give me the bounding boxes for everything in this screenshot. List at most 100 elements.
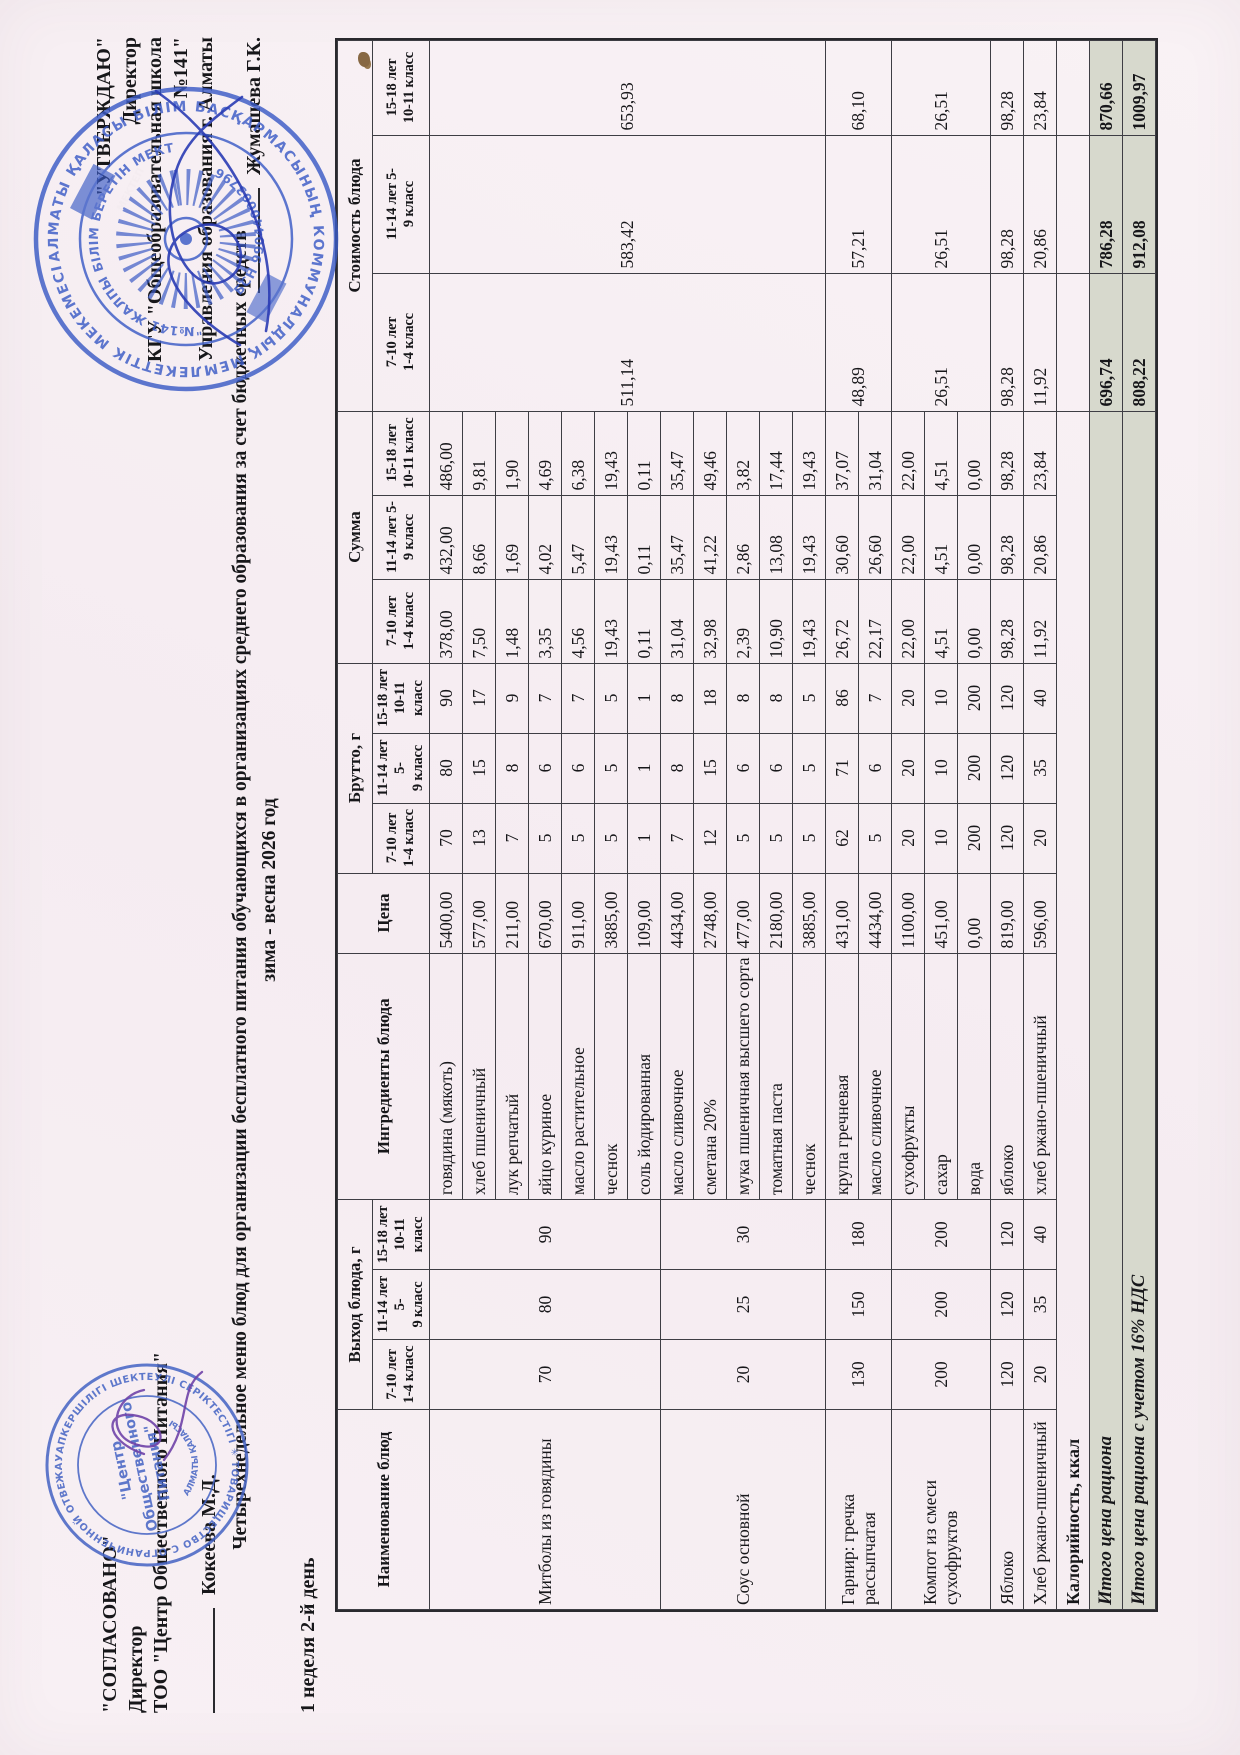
price-cell: 109,00 (627, 873, 661, 954)
summa-cell: 23,84 (1023, 411, 1057, 496)
vyhod-cell: 120 (990, 1199, 1024, 1270)
vyhod-cell: 35 (1023, 1269, 1057, 1340)
brutto-cell: 70 (429, 803, 463, 874)
ingredient-cell: яйцо куриное (528, 953, 562, 1200)
cost-cell: 11,92 (1023, 273, 1057, 412)
paper-speck (358, 52, 370, 67)
summa-cell: 378,00 (429, 579, 463, 664)
price-cell: 2748,00 (693, 873, 727, 954)
brutto-cell: 10 (924, 733, 958, 804)
summa-cell: 13,08 (759, 495, 793, 580)
summa-cell: 2,39 (726, 579, 760, 664)
brutto-cell: 7 (660, 803, 694, 874)
footer-value-cell (1056, 40, 1090, 136)
vyhod-cell: 120 (990, 1269, 1024, 1340)
cost-cell: 26,51 (891, 40, 991, 136)
summa-cell: 6,38 (561, 411, 595, 496)
summa-cell: 10,90 (759, 579, 793, 664)
vyhod-cell: 200 (891, 1269, 991, 1340)
brutto-cell: 120 (990, 803, 1024, 874)
cost-cell: 26,51 (891, 135, 991, 274)
ingredient-cell: сметана 20% (693, 953, 727, 1200)
brutto-cell: 5 (561, 803, 595, 874)
summa-cell: 2,86 (726, 495, 760, 580)
summa-cell: 19,43 (594, 495, 628, 580)
summa-cell: 432,00 (429, 495, 463, 580)
brutto-cell: 8 (660, 733, 694, 804)
brutto-cell: 6 (858, 733, 892, 804)
vyhod-cell: 200 (891, 1199, 991, 1270)
menu-table: Наименование блюд Выход блюда, г Ингредиен… (335, 35, 1158, 1614)
total-row: Итого цена рациона 696,74 786,28 870,66 (1089, 40, 1123, 1610)
summa-cell: 17,44 (759, 411, 793, 496)
price-cell: 4434,00 (858, 873, 892, 954)
summa-cell: 1,48 (495, 579, 529, 664)
price-cell: 5400,00 (429, 873, 463, 954)
brutto-cell: 20 (1023, 803, 1057, 874)
brutto-cell: 7 (561, 663, 595, 734)
summa-cell: 0,11 (627, 411, 661, 496)
brutto-cell: 7 (858, 663, 892, 734)
brutto-cell: 5 (594, 733, 628, 804)
summa-cell: 0,11 (627, 579, 661, 664)
vyhod-cell: 130 (825, 1339, 892, 1410)
col-header-vyhod: Выход блюда, г (337, 1199, 373, 1410)
summa-cell: 11,92 (1023, 579, 1057, 664)
summa-cell: 19,43 (792, 579, 826, 664)
ingredient-cell: сухофрукты (891, 953, 925, 1200)
brutto-cell: 35 (1023, 733, 1057, 804)
brutto-cell: 5 (726, 803, 760, 874)
summa-cell: 35,47 (660, 411, 694, 496)
summa-cell: 0,00 (957, 411, 991, 496)
price-cell: 819,00 (990, 873, 1024, 954)
vyhod-cell: 20 (660, 1339, 826, 1410)
ingredient-cell: масло сливочное (660, 953, 694, 1200)
summa-cell: 49,46 (693, 411, 727, 496)
summa-cell: 19,43 (594, 579, 628, 664)
age-group-header: 15-18 лет 10-11 класс (372, 663, 430, 734)
age-group-header: 11-14 лет 5- 9 класс (372, 135, 430, 274)
ingredient-cell: масло растительное (561, 953, 595, 1200)
cost-cell: 23,84 (1023, 40, 1057, 136)
vyhod-cell: 200 (891, 1339, 991, 1410)
brutto-cell: 12 (693, 803, 727, 874)
summa-cell: 5,47 (561, 495, 595, 580)
ingredient-cell: масло сливочное (858, 953, 892, 1200)
price-cell: 3885,00 (792, 873, 826, 954)
brutto-cell: 6 (528, 733, 562, 804)
footer-value-cell: 786,28 (1089, 135, 1123, 274)
price-cell: 477,00 (726, 873, 760, 954)
brutto-cell: 71 (825, 733, 859, 804)
brutto-cell: 18 (693, 663, 727, 734)
summa-cell: 30,60 (825, 495, 859, 580)
ingredient-cell: лук репчатый (495, 953, 529, 1200)
ingredient-cell: томатная паста (759, 953, 793, 1200)
ingredient-cell: вода (957, 953, 991, 1200)
age-group-header: 7-10 лет 1-4 класс (372, 1339, 430, 1410)
brutto-cell: 9 (495, 663, 529, 734)
price-cell: 577,00 (462, 873, 496, 954)
total-row: Итого цена рациона с учетом 16% НДС 808,2… (1122, 40, 1156, 1610)
footer-label-cell: Итого цена рациона с учетом 16% НДС (1122, 411, 1156, 1610)
week-day-label: 1 неделя 2-й день (297, 1557, 319, 1713)
dish-name-cell: Хлеб ржано-пшеничный (1023, 1409, 1057, 1610)
age-group-header: 11-14 лет 5- 9 класс (372, 733, 430, 804)
summa-cell: 19,43 (594, 411, 628, 496)
summa-cell: 3,35 (528, 579, 562, 664)
brutto-cell: 200 (957, 803, 991, 874)
ingredient-cell: хлеб ржано-пшеничный (1023, 953, 1057, 1200)
brutto-cell: 15 (693, 733, 727, 804)
dish-name-cell: Гарнир: гречка рассыпчатая (825, 1409, 892, 1610)
brutto-cell: 17 (462, 663, 496, 734)
brutto-cell: 40 (1023, 663, 1057, 734)
vyhod-cell: 80 (429, 1269, 661, 1340)
cost-cell: 20,86 (1023, 135, 1057, 274)
dish-name-cell: Митболы из говядины (429, 1409, 661, 1610)
calories-row: Калорийность, ккал (1056, 40, 1090, 1610)
brutto-cell: 90 (429, 663, 463, 734)
price-cell: 451,00 (924, 873, 958, 954)
cost-cell: 57,21 (825, 135, 892, 274)
ingredient-cell: хлеб пшеничный (462, 953, 496, 1200)
age-group-header: 7-10 лет 1-4 класс (372, 579, 430, 664)
brutto-cell: 8 (759, 663, 793, 734)
